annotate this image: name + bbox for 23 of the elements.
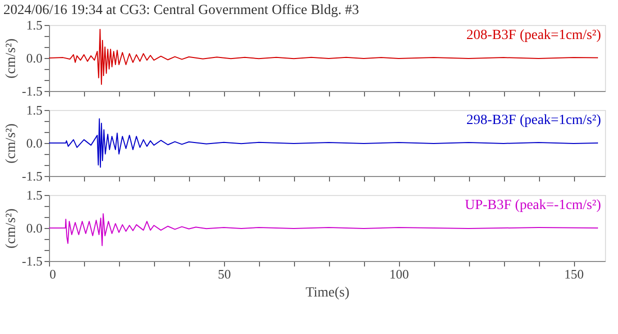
y-tick-label: 1.5 [26, 102, 42, 118]
y-tick-label: -1.5 [22, 84, 42, 98]
y-tick-label: 1.5 [26, 18, 42, 32]
x-tick-label: 0 [50, 266, 56, 282]
y-tick-label: -1.5 [22, 254, 42, 268]
y-tick-label: 0.0 [26, 136, 42, 150]
series-label: 208-B3F (peak=1cm/s²) [466, 28, 602, 43]
y-axis-title: (cm/s²) [4, 38, 19, 78]
line-series [49, 28, 599, 85]
y-tick-label: -1.5 [22, 168, 42, 184]
x-tick-label: 50 [218, 266, 231, 282]
y-tick-label: 0.0 [26, 220, 42, 236]
x-axis-title: Time(s) [306, 286, 350, 300]
y-axis-title: (cm/s²) [4, 123, 19, 164]
y-tick-label: 1.5 [26, 188, 42, 202]
x-tick-label: 150 [564, 266, 584, 282]
chart-title: 2024/06/16 19:34 at CG3: Central Government Office Bldg. #3 [3, 3, 359, 18]
series-label: 298-B3F (peak=1cm/s²) [466, 113, 602, 128]
y-tick-label: 0.0 [26, 50, 42, 66]
series-label: UP-B3F (peak=-1cm/s²) [464, 198, 602, 213]
x-tick-label: 100 [389, 266, 409, 282]
y-axis-title: (cm/s²) [4, 208, 19, 248]
line-series [49, 213, 599, 246]
